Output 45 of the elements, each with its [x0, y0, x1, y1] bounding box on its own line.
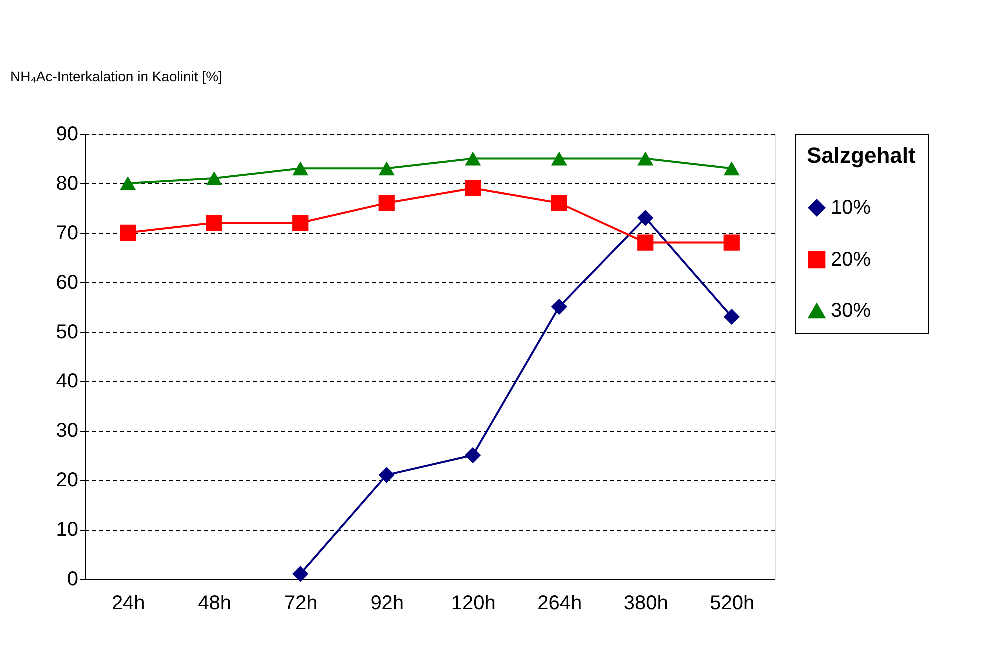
point: [206, 172, 222, 186]
point: [551, 298, 568, 316]
point: [638, 210, 654, 226]
y-tick-label: 40: [56, 370, 78, 393]
legend-label: 20%: [831, 249, 872, 271]
x-tick-label: 72h: [284, 592, 318, 614]
point: [551, 152, 568, 166]
point: [465, 152, 482, 166]
point: [292, 566, 309, 582]
legend-title: Salzgehalt: [807, 143, 916, 168]
point: [292, 162, 309, 176]
point: [120, 176, 136, 190]
y-tick-label: 70: [56, 222, 78, 244]
x-tick-label: 24h: [112, 592, 146, 614]
legend-label: 30%: [831, 300, 872, 322]
point: [292, 214, 309, 232]
y-tick-label: 60: [56, 272, 78, 294]
point: [724, 162, 740, 176]
x-tick-label: 264h: [538, 592, 582, 614]
x-tick-label: 48h: [198, 592, 232, 614]
point: [120, 224, 136, 241]
point: [378, 467, 395, 484]
x-tick-label: 92h: [370, 592, 404, 614]
y-tick-label: 0: [67, 568, 78, 590]
y-tick-label: 20: [56, 470, 78, 492]
point: [638, 152, 654, 166]
point: [465, 180, 482, 196]
y-tick-label: 90: [56, 124, 78, 146]
y-tick-label: 50: [56, 321, 78, 344]
point: [378, 195, 395, 212]
y-tick-label: 30: [56, 420, 78, 442]
point: [378, 162, 395, 176]
y-axis-title: NH₄Ac-Interkalation in Kaolinit [%]: [10, 68, 222, 84]
x-tick-label: 520h: [710, 592, 755, 614]
point: [724, 234, 740, 251]
y-tick-label: 80: [56, 172, 78, 195]
point: [638, 234, 654, 251]
point: [206, 214, 222, 232]
x-tick-label: 380h: [624, 592, 668, 614]
point: [465, 447, 482, 464]
point: [551, 195, 568, 212]
point: [724, 308, 740, 326]
y-tick-label: 10: [56, 519, 78, 542]
legend-label: 10%: [831, 197, 872, 219]
x-tick-label: 120h: [451, 592, 496, 614]
